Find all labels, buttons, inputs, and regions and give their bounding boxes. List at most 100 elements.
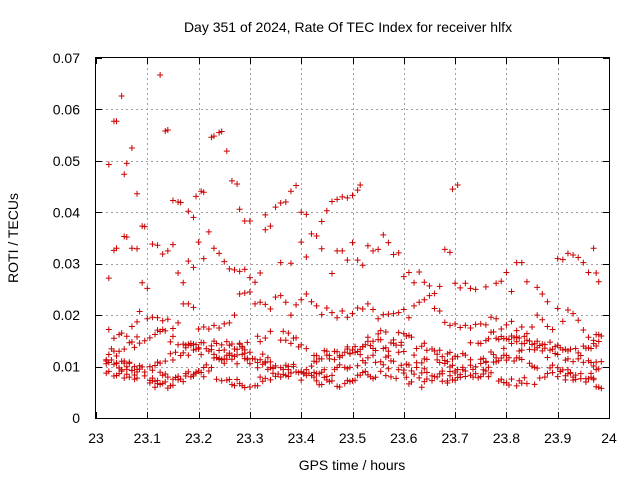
data-point (213, 340, 220, 347)
data-point (521, 340, 528, 347)
data-point (331, 356, 338, 363)
data-point (503, 335, 510, 342)
data-point (467, 362, 474, 369)
data-point (541, 374, 548, 381)
data-point (180, 349, 187, 356)
x-tick-label: 23.3 (236, 430, 263, 446)
data-point (221, 346, 228, 353)
data-point (318, 245, 325, 252)
data-point (323, 304, 330, 311)
data-point (180, 378, 187, 385)
data-point (575, 349, 582, 356)
data-point (357, 372, 364, 379)
data-point (298, 239, 305, 246)
data-point (593, 359, 600, 366)
data-point (354, 362, 361, 369)
data-point (121, 233, 128, 240)
data-point (359, 305, 366, 312)
data-point (477, 356, 484, 363)
data-point (113, 352, 120, 359)
data-point (308, 230, 315, 237)
data-point (577, 370, 584, 377)
data-point (180, 341, 187, 348)
data-point (511, 357, 518, 364)
data-point (162, 378, 169, 385)
data-point (318, 381, 325, 388)
data-point (149, 241, 156, 248)
data-point (531, 364, 538, 371)
data-point (295, 369, 302, 376)
data-point (236, 206, 243, 213)
data-point (136, 340, 143, 347)
data-point (385, 365, 392, 372)
data-point (436, 308, 443, 315)
y-tick-label: 0 (72, 410, 80, 426)
data-point (467, 356, 474, 363)
data-point (162, 128, 169, 135)
data-point (346, 364, 353, 371)
data-point (139, 363, 146, 370)
data-point (352, 377, 359, 384)
data-point (180, 300, 187, 307)
data-point (298, 209, 305, 216)
data-point (185, 352, 192, 359)
data-point (262, 211, 269, 218)
data-point (339, 193, 346, 200)
data-point (157, 369, 164, 376)
data-point (177, 199, 184, 206)
data-point (252, 279, 259, 286)
data-point (349, 377, 356, 384)
data-point (185, 300, 192, 307)
data-point (164, 316, 171, 323)
data-point (123, 366, 130, 373)
data-point (198, 369, 205, 376)
data-point (328, 377, 335, 384)
data-point (482, 321, 489, 328)
data-point (444, 358, 451, 365)
data-point (231, 353, 238, 360)
data-point (259, 351, 266, 358)
data-point (285, 330, 292, 337)
data-point (167, 338, 174, 345)
data-point (372, 359, 379, 366)
data-point (467, 285, 474, 292)
data-point (572, 376, 579, 383)
data-point (175, 341, 182, 348)
data-point (472, 370, 479, 377)
data-point (321, 347, 328, 354)
data-point (359, 262, 366, 269)
data-point (154, 377, 161, 384)
data-point (285, 363, 292, 370)
data-point (200, 339, 207, 346)
data-point (505, 336, 512, 343)
data-point (411, 279, 418, 286)
data-point (593, 366, 600, 373)
data-point (218, 377, 225, 384)
data-point (493, 280, 500, 287)
data-point (218, 128, 225, 135)
data-point (293, 301, 300, 308)
data-point (498, 376, 505, 383)
data-point (395, 309, 402, 316)
data-point (534, 338, 541, 345)
data-point (105, 351, 112, 358)
data-point (590, 362, 597, 369)
data-point (136, 308, 143, 315)
data-point (134, 190, 141, 197)
data-point (195, 239, 202, 246)
data-point (521, 374, 528, 381)
data-point (213, 376, 220, 383)
data-point (400, 367, 407, 374)
data-point (364, 334, 371, 341)
data-point (405, 361, 412, 368)
data-point (300, 370, 307, 377)
data-point (395, 366, 402, 373)
data-point (116, 348, 123, 355)
data-point (554, 342, 561, 349)
data-point (200, 255, 207, 262)
data-point (418, 384, 425, 391)
data-point (370, 352, 377, 359)
data-point (254, 364, 261, 371)
data-point (131, 344, 138, 351)
data-point (446, 322, 453, 329)
